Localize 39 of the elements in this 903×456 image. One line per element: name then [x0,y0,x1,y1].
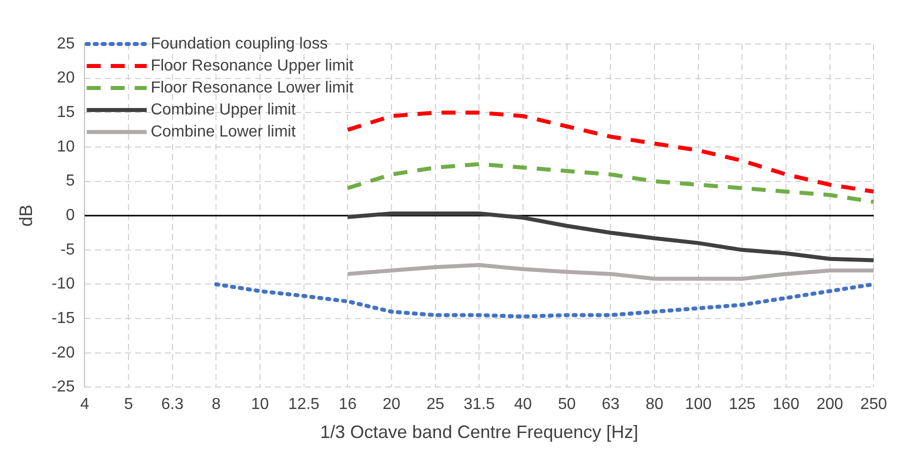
legend-label: Combine Lower limit [150,123,296,140]
x-tick-label: 40 [514,396,532,414]
x-tick-label: 4 [80,396,90,414]
x-tick-label: 31.5 [464,396,495,414]
x-tick-label: 6.3 [161,396,184,414]
legend-label: Floor Resonance Upper limit [150,57,354,74]
legend-label: Floor Resonance Lower limit [150,79,354,96]
y-tick-label: 20 [56,70,75,87]
y-tick-label: 5 [66,172,75,190]
y-tick-label: -20 [52,344,75,362]
y-axis-title: dB [16,204,36,227]
y-tick-label: 15 [56,104,75,122]
x-tick-label: 5 [124,396,134,414]
x-tick-label: 16 [338,396,357,414]
y-tick-label: -15 [52,310,75,327]
x-tick-label: 10 [251,396,270,414]
x-tick-label: 100 [684,396,712,414]
x-tick-label: 12.5 [288,396,320,414]
x-tick-label: 200 [816,396,844,414]
y-tick-label: 10 [56,138,75,156]
x-tick-label: 63 [602,396,620,414]
legend-label: Combine Upper limit [150,101,296,118]
x-tick-label: 80 [646,396,664,414]
line-series [346,162,876,204]
y-tick-label: -25 [52,378,75,396]
y-tick-label: -10 [52,276,75,293]
y-tick-label: -5 [60,241,75,258]
x-tick-label: 125 [728,396,756,414]
legend-label: Foundation coupling loss [150,35,328,52]
x-tick-label: 25 [426,396,444,414]
y-tick-label: 25 [56,35,75,52]
line-series [346,110,876,194]
x-tick-label: 250 [860,396,888,414]
x-tick-label: 8 [212,396,221,414]
x-tick-label: 50 [558,396,576,414]
x-tick-label: 20 [382,396,401,414]
x-tick-label: 160 [772,396,800,414]
x-axis-title: 1/3 Octave band Centre Frequency [Hz] [320,422,638,442]
y-tick-label: 0 [66,207,75,224]
